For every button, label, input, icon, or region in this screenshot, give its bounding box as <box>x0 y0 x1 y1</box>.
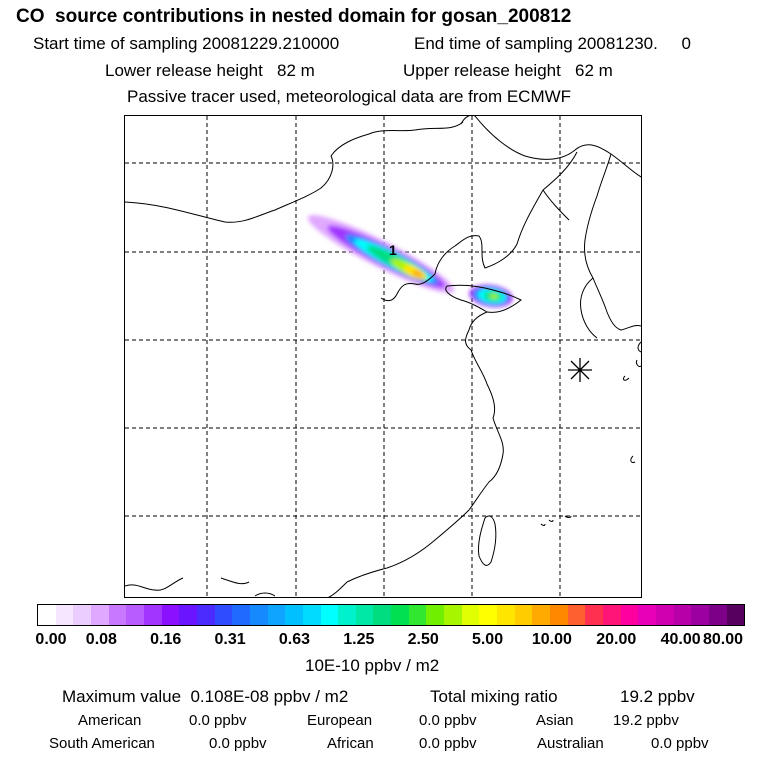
colorbar-swatch <box>426 605 445 625</box>
colorbar-tick-label: 0.00 <box>35 631 67 648</box>
colorbar-swatch <box>249 605 268 625</box>
region-value-australian: 0.0 ppbv <box>651 735 709 752</box>
region-name-african: African <box>327 735 374 752</box>
colorbar-tick-label: 0.31 <box>214 631 246 648</box>
colorbar-tick-label: 1.25 <box>343 631 375 648</box>
total-mixing-value: 19.2 ppbv <box>620 687 695 706</box>
colorbar-unit-label: 10E-10 ppbv / m2 <box>305 656 440 675</box>
colorbar-swatch <box>320 605 339 625</box>
colorbar-tick-label: 80.00 <box>702 631 744 648</box>
colorbar-swatch <box>673 605 692 625</box>
tracer-plume <box>307 215 513 308</box>
colorbar-swatch <box>408 605 427 625</box>
colorbar-swatch <box>638 605 656 625</box>
colorbar-swatch <box>655 605 674 625</box>
colorbar-swatch <box>143 605 162 625</box>
colorbar-swatch <box>232 605 250 625</box>
colorbar-tick-label: 0.16 <box>150 631 182 648</box>
colorbar-swatch <box>567 605 586 625</box>
colorbar-tick-label: 0.08 <box>85 631 117 648</box>
colorbar-swatch <box>108 605 127 625</box>
colorbar-swatch <box>691 605 709 625</box>
region-name-south-american: South American <box>49 735 155 752</box>
colorbar-swatch <box>726 605 745 625</box>
colorbar-tick-label: 0.63 <box>278 631 311 648</box>
colorbar-swatch <box>532 605 551 625</box>
lower-release-label: Lower release height 82 m <box>105 61 315 80</box>
colorbar-tick-label: 2.50 <box>407 631 439 648</box>
colorbar-swatch <box>355 605 374 625</box>
receptor-marker-label: 1 <box>389 242 397 258</box>
region-value-american: 0.0 ppbv <box>189 712 247 729</box>
colorbar-swatch <box>497 605 515 625</box>
colorbar-swatch <box>479 605 498 625</box>
colorbar-tick-label: 20.00 <box>596 631 637 648</box>
colorbar-swatch <box>585 605 603 625</box>
colorbar-swatch <box>267 605 286 625</box>
colorbar-swatch <box>338 605 356 625</box>
map-panel: 1 <box>124 115 642 598</box>
colorbar-swatch <box>73 605 91 625</box>
colorbar-swatch <box>90 605 109 625</box>
colorbar-swatch <box>603 605 621 625</box>
colorbar-swatch <box>179 605 197 625</box>
colorbar-swatch <box>620 605 639 625</box>
max-value-label: Maximum value 0.108E-08 ppbv / m2 <box>62 687 349 706</box>
upper-release-label: Upper release height 62 m <box>403 61 613 80</box>
start-time-label: Start time of sampling 20081229.210000 <box>33 34 340 53</box>
colorbar-swatch <box>161 605 180 625</box>
colorbar <box>37 604 745 626</box>
asterisk-station-icon <box>568 358 592 382</box>
colorbar-swatch <box>196 605 215 625</box>
region-name-australian: Australian <box>537 735 604 752</box>
colorbar-swatch <box>126 605 144 625</box>
region-value-asian: 19.2 ppbv <box>613 712 679 729</box>
end-time-label: End time of sampling 20081230. 0 <box>414 34 691 53</box>
colorbar-swatch <box>550 605 568 625</box>
colorbar-swatch <box>55 605 74 625</box>
colorbar-tick-label: 40.00 <box>660 631 701 648</box>
colorbar-swatch <box>391 605 409 625</box>
total-mixing-label: Total mixing ratio <box>430 687 558 706</box>
region-value-south-american: 0.0 ppbv <box>209 735 267 752</box>
map-gridlines <box>125 116 641 597</box>
tracer-info-line: Passive tracer used, meteorological data… <box>127 87 572 106</box>
colorbar-swatch <box>38 605 56 625</box>
region-name-european: European <box>307 712 373 729</box>
region-value-african: 0.0 ppbv <box>419 735 477 752</box>
coastlines <box>125 116 641 597</box>
colorbar-swatch <box>214 605 233 625</box>
colorbar-tick-label: 5.00 <box>471 631 504 648</box>
colorbar-swatch <box>444 605 462 625</box>
map-canvas: 1 <box>125 116 641 597</box>
colorbar-swatch <box>285 605 303 625</box>
region-value-european: 0.0 ppbv <box>419 712 477 729</box>
region-name-asian: Asian <box>536 712 574 729</box>
colorbar-swatch <box>708 605 727 625</box>
colorbar-swatch <box>302 605 321 625</box>
chart-title: CO source contributions in nested domain… <box>16 6 572 27</box>
region-name-american: American <box>78 712 142 729</box>
colorbar-swatch <box>373 605 392 625</box>
colorbar-swatch <box>514 605 533 625</box>
colorbar-swatch <box>461 605 480 625</box>
colorbar-tick-label: 10.00 <box>531 631 572 648</box>
